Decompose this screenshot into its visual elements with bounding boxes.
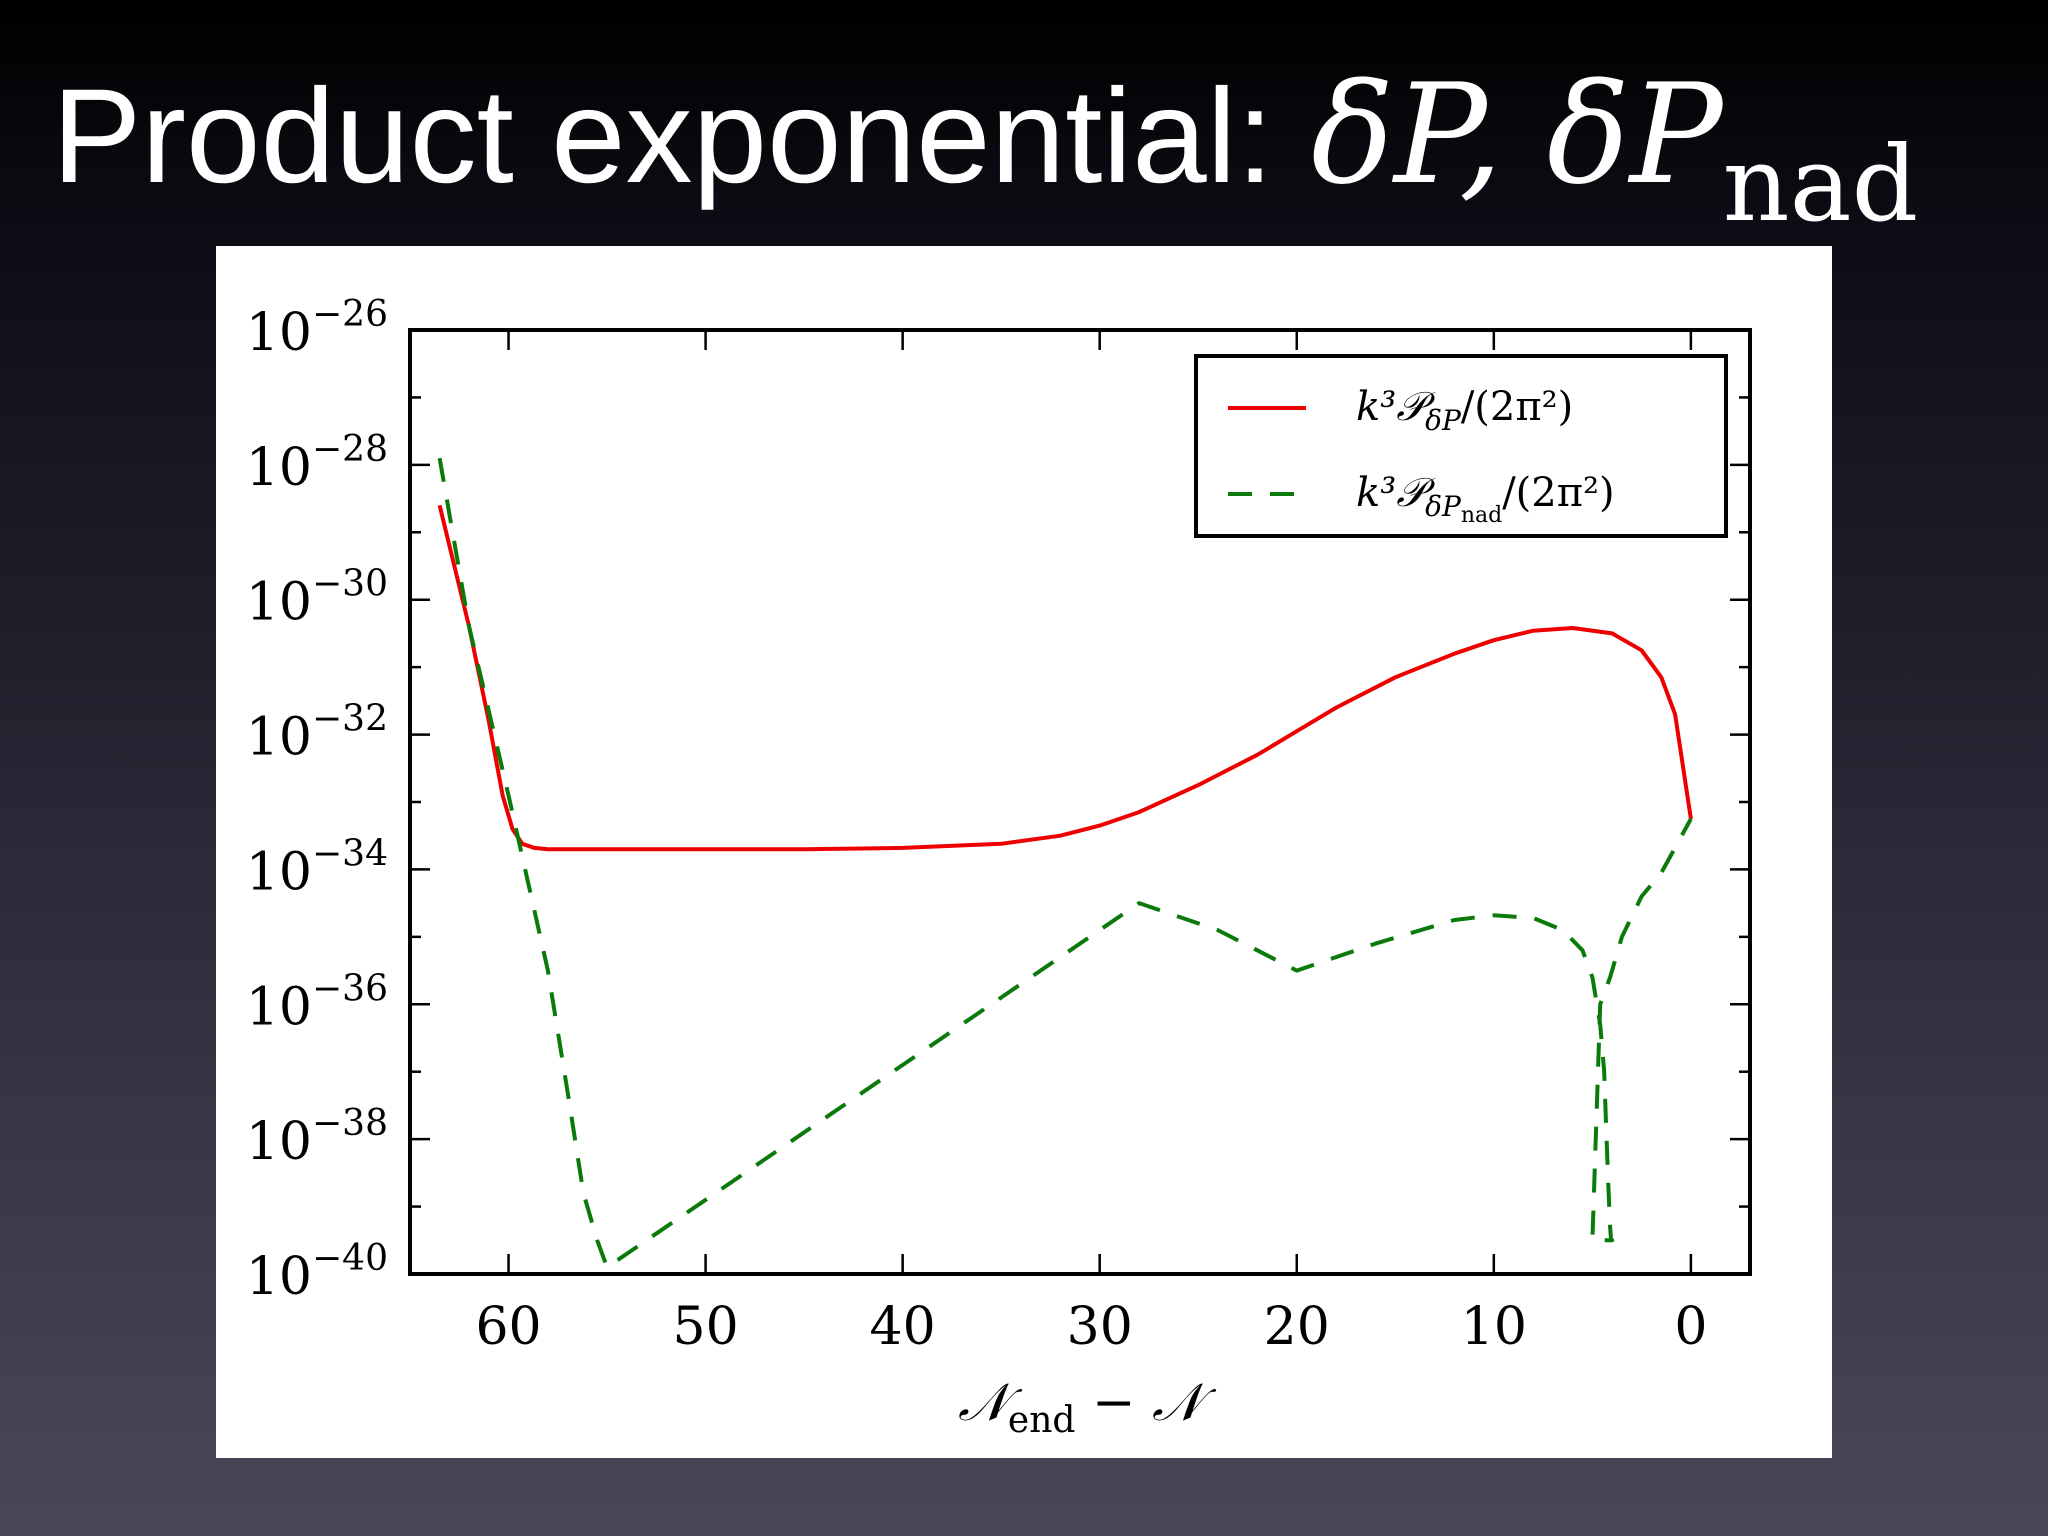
- legend-label-delta-p-nad-sub: δP: [1425, 490, 1462, 523]
- x-tick-label: 30: [1067, 1297, 1133, 1357]
- ticks-layer: [410, 328, 1750, 1276]
- slide-title-text: Product exponential:: [52, 62, 1311, 211]
- y-tick-label: 10−26: [246, 294, 388, 363]
- y-tick-labels: 10−26 10−28 10−30 10−32 10−34 10−36 10−38 10−40: [246, 294, 388, 1307]
- x-tick-label: 0: [1674, 1297, 1707, 1357]
- slide-title-math: δP, δP: [1310, 54, 1723, 215]
- legend-label-delta-p-main: k³𝒫: [1356, 384, 1436, 430]
- y-tick-label: 10−36: [246, 968, 388, 1037]
- series-line-delta-p: [437, 504, 1693, 852]
- y-tick-label: 10−32: [246, 699, 388, 768]
- legend-label-delta-p-sub: δP: [1425, 404, 1462, 437]
- slide-title: Product exponential: δP, δPnad: [52, 66, 1918, 237]
- x-tick-labels: 60 50 40 30 20 10 0: [475, 1297, 1707, 1357]
- y-tick-label: 10−34: [246, 833, 388, 902]
- x-tick-label: 10: [1461, 1297, 1527, 1357]
- y-tick-label: 10−30: [246, 564, 388, 633]
- chart-svg: 60 50 40 30 20 10 0 10−2610−2810−3010−3210−341…: [246, 294, 1752, 1441]
- x-axis-label: 𝒩end − 𝒩: [958, 1373, 1217, 1441]
- y-tick-label: 10−28: [246, 429, 388, 498]
- legend-label-delta-p-nad-main: k³𝒫: [1356, 470, 1436, 516]
- legend-label-delta-p-nad-subsub: nad: [1461, 503, 1502, 528]
- y-tick-label: 10−38: [246, 1103, 388, 1172]
- slide-title-math-subscript: nad: [1722, 123, 1919, 245]
- legend-label-delta-p-nad-tail: /(2π²): [1502, 470, 1614, 516]
- legend-label-delta-p-tail: /(2π²): [1461, 384, 1573, 430]
- x-axis-label-rest: − 𝒩: [1075, 1373, 1217, 1433]
- series-line-delta-p-nad: [437, 457, 1693, 1270]
- legend-box: [1194, 354, 1728, 538]
- legend: k³𝒫δP/(2π²) k³𝒫δPnad/(2π²): [1194, 354, 1728, 538]
- x-tick-label: 20: [1264, 1297, 1330, 1357]
- plot-panel: 60 50 40 30 20 10 0 10−26 10−28 10−30 10−32 10−34 1…: [216, 246, 1832, 1458]
- legend-label-delta-p: k³𝒫δP/(2π²): [1356, 384, 1573, 437]
- x-tick-label: 40: [870, 1297, 936, 1357]
- legend-label-delta-p-nad: k³𝒫δPnad/(2π²): [1356, 470, 1615, 528]
- x-tick-label: 50: [673, 1297, 739, 1357]
- series-layer: [437, 457, 1693, 1270]
- y-tick-label: 10−40: [246, 1238, 388, 1307]
- x-tick-label: 60: [475, 1297, 541, 1357]
- x-axis-label-sub: end: [1008, 1400, 1076, 1441]
